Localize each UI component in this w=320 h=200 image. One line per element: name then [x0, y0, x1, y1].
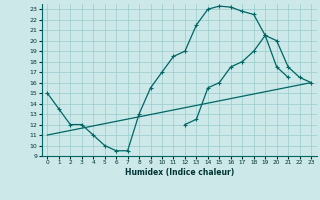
- X-axis label: Humidex (Indice chaleur): Humidex (Indice chaleur): [124, 168, 234, 177]
